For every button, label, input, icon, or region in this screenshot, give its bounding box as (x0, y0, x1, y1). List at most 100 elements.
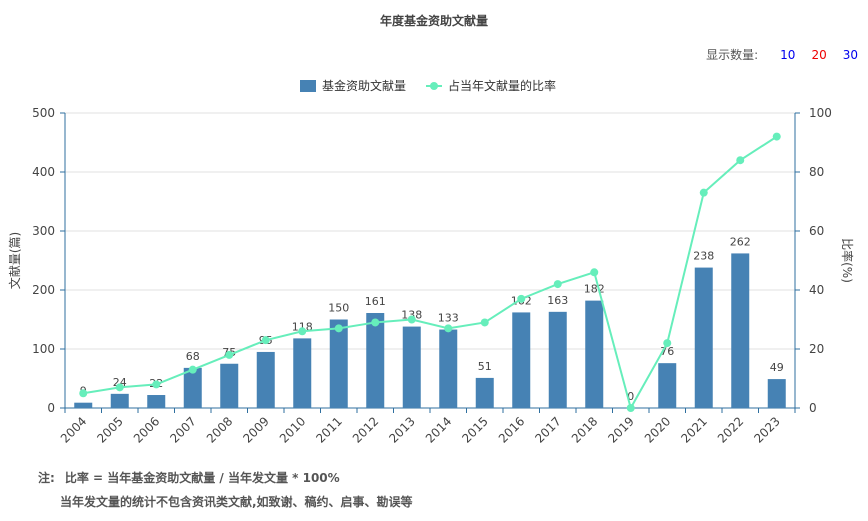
bar (256, 351, 275, 408)
bar-value-label: 238 (693, 250, 714, 263)
x-tick-label: 2007 (167, 414, 198, 445)
x-tick-label: 2011 (313, 414, 344, 445)
bar-value-label: 51 (478, 360, 492, 373)
x-tick-label: 2004 (58, 414, 89, 445)
ratio-point (626, 404, 635, 412)
bar (475, 377, 494, 408)
count-selector: 显示数量: 10 20 30 (706, 46, 858, 63)
bar-value-label: 150 (328, 302, 349, 315)
note-ratio: 注: 比率 = 当年基金资助文献量 / 当年发文量 * 100% (38, 469, 340, 486)
bar (767, 379, 786, 408)
ratio-point (152, 380, 161, 389)
ratio-point (517, 294, 526, 303)
count-selector-label: 显示数量: (706, 48, 759, 62)
x-tick-label: 2016 (496, 414, 527, 445)
x-tick-label: 2006 (131, 414, 162, 445)
ratio-point (480, 318, 489, 327)
chart-title: 年度基金资助文献量 (379, 14, 488, 28)
y-tick-label: 500 (32, 106, 55, 120)
ratio-point (188, 365, 197, 374)
x-tick-label: 2013 (386, 414, 417, 445)
x-tick-label: 2014 (423, 414, 454, 445)
bar-value-label: 182 (584, 283, 605, 296)
bar (329, 319, 348, 408)
legend-item-bar[interactable]: 基金资助文献量 (300, 77, 406, 94)
bar-value-label: 161 (365, 295, 386, 308)
ratio-point (407, 315, 416, 324)
y2-tick-label: 100 (809, 106, 832, 120)
ratio-line (83, 135, 778, 411)
ratio-point (298, 327, 307, 336)
bar-value-label: 68 (186, 350, 200, 363)
ratio-point (79, 389, 88, 398)
bar (74, 402, 93, 408)
ratio-point (772, 132, 781, 141)
y2-tick-label: 20 (809, 342, 824, 356)
legend-bar-swatch (300, 79, 316, 92)
bar (147, 395, 166, 408)
bar-value-label: 262 (730, 235, 751, 248)
x-tick-label: 2019 (605, 414, 636, 445)
bar-value-label: 163 (547, 294, 568, 307)
combo-chart: 0 100 200 300 400 500 0 20 40 60 80 100 文献量(篇) 比率(%) 2… (7, 106, 855, 446)
x-tick-label: 2008 (204, 414, 235, 445)
y-tick-label: 0 (47, 401, 55, 415)
x-tick-label: 2005 (94, 414, 125, 445)
bar (366, 313, 385, 408)
y-tick-label: 100 (32, 342, 55, 356)
y-tick-label: 300 (32, 224, 55, 238)
ratio-point (261, 336, 270, 345)
bar-value-label: 0 (627, 390, 634, 403)
bar (585, 300, 604, 408)
x-tick-label: 2017 (532, 414, 563, 445)
note-exclusion: 当年发文量的统计不包含资讯类文献,如致谢、稿约、启事、勘误等 (60, 495, 413, 509)
x-tick-label: 2020 (642, 414, 673, 445)
ratio-point (225, 350, 234, 359)
bar (694, 267, 713, 408)
y-axis-label: 文献量(篇) (7, 232, 22, 289)
ratio-point (371, 318, 380, 327)
count-option-30[interactable]: 30 (842, 47, 858, 62)
ratio-point (334, 324, 343, 333)
note-ratio-text: 比率 = 当年基金资助文献量 / 当年发文量 * 100% (64, 471, 340, 485)
ratio-point (590, 268, 599, 277)
chart-legend: 基金资助文献量 占当年文献量的比率 (300, 77, 576, 94)
bar (439, 329, 458, 408)
ratio-point (699, 188, 708, 197)
legend-line-swatch (426, 80, 443, 92)
x-tick-label: 2012 (350, 414, 381, 445)
bar (183, 367, 202, 408)
legend-line-label: 占当年文献量的比率 (448, 79, 557, 93)
count-option-20[interactable]: 20 (811, 47, 827, 62)
y-tick-label: 400 (32, 165, 55, 179)
bar (110, 393, 129, 408)
y2-tick-label: 80 (809, 165, 824, 179)
bar (658, 363, 677, 408)
bar-value-label: 133 (438, 312, 459, 325)
x-tick-label: 2023 (751, 414, 782, 445)
y2-tick-label: 40 (809, 283, 824, 297)
y2-tick-label: 0 (809, 401, 817, 415)
bar (220, 363, 239, 408)
ratio-point (553, 280, 562, 289)
bar (293, 338, 312, 408)
y2-axis-label: 比率(%) (840, 238, 855, 283)
x-tick-label: 2021 (678, 414, 709, 445)
legend-bar-label: 基金资助文献量 (322, 79, 407, 93)
ratio-point (736, 156, 745, 165)
legend-item-line[interactable]: 占当年文献量的比率 (426, 77, 556, 94)
y2-tick-label: 60 (809, 224, 824, 238)
bar (402, 326, 421, 408)
bar-value-label: 138 (401, 309, 422, 322)
bar-value-label: 49 (770, 361, 784, 374)
ratio-point (663, 339, 672, 348)
ratio-point (115, 383, 124, 392)
ratio-point (444, 324, 453, 333)
bar (548, 311, 567, 408)
bar (512, 312, 531, 408)
y-tick-label: 200 (32, 283, 55, 297)
count-option-10[interactable]: 10 (780, 47, 796, 62)
note-prefix: 注: (38, 471, 55, 485)
x-tick-label: 2018 (569, 414, 600, 445)
x-tick-label: 2010 (277, 414, 308, 445)
